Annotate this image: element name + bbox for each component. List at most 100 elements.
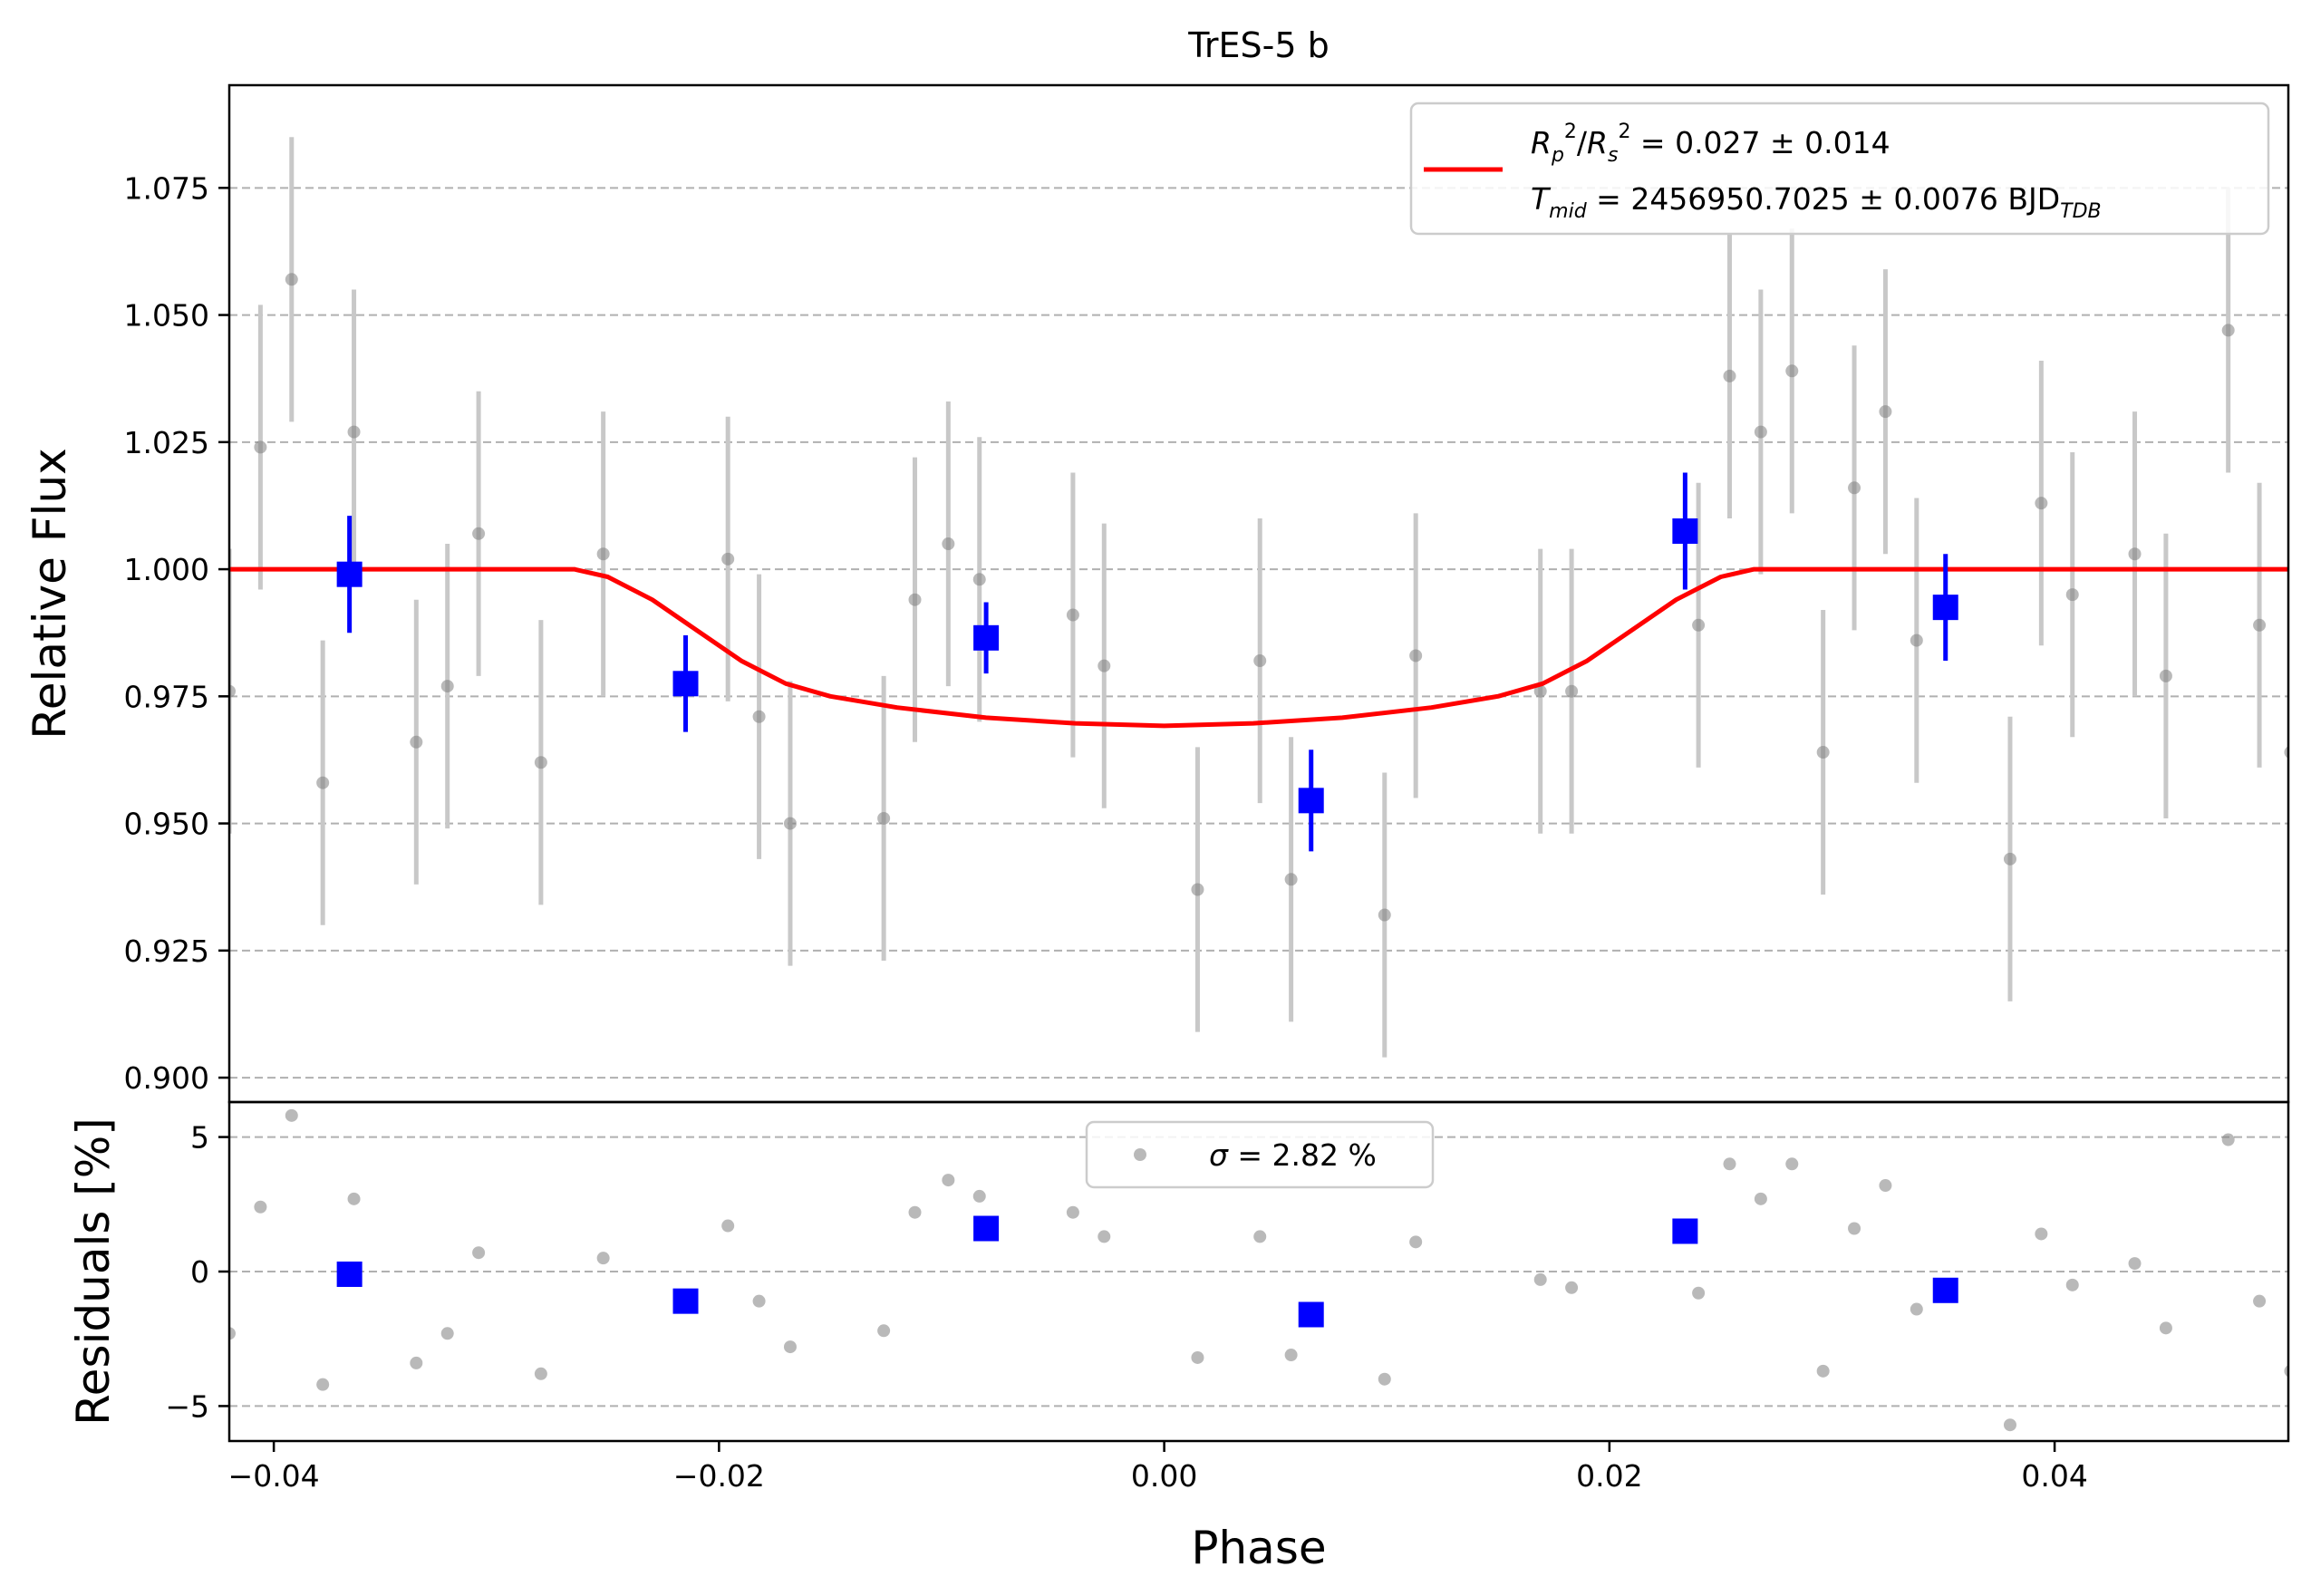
flux-binned-point	[672, 671, 699, 697]
flux-raw-point	[908, 593, 922, 606]
flux-raw-point	[1284, 873, 1298, 886]
flux-raw-point	[440, 680, 454, 693]
flux-raw-point	[254, 440, 267, 454]
sigma-legend: σ = 2.82 %	[1085, 1120, 1435, 1189]
sigma-legend-marker	[1134, 1148, 1146, 1161]
residual-raw-point	[2128, 1257, 2142, 1271]
flux-binned-point	[1932, 595, 1958, 621]
residual-raw-point	[596, 1252, 610, 1265]
residual-raw-point	[1066, 1205, 1079, 1219]
flux-raw-point	[1097, 659, 1111, 672]
flux-raw-point	[410, 735, 423, 749]
residual-raw-point	[972, 1189, 986, 1203]
residual-raw-point	[1533, 1272, 1547, 1286]
flux-raw-point	[2035, 497, 2048, 510]
flux-raw-point	[1253, 654, 1267, 668]
phase-x-tick-label: −0.02	[673, 1458, 765, 1494]
residual-raw-point	[347, 1192, 361, 1205]
residual-raw-point	[410, 1356, 423, 1369]
flux-y-tick-label: 0.950	[124, 807, 209, 842]
residual-raw-point	[1191, 1350, 1204, 1364]
residual-raw-point	[1754, 1192, 1767, 1205]
flux-raw-points	[229, 137, 2288, 1058]
residuals-y-ticks: −5 0 5	[165, 1120, 229, 1424]
flux-panel: 0.900 0.925 0.950 0.975 1.000 1.025 1.050 1.075…	[24, 83, 2290, 1104]
flux-binned-point	[1672, 517, 1698, 544]
flux-y-axis-label: Relative Flux	[24, 448, 76, 739]
residual-raw-point	[2253, 1294, 2267, 1308]
transit-model-line	[229, 566, 2288, 729]
flux-raw-point	[472, 527, 486, 540]
residual-raw-point	[1409, 1235, 1423, 1249]
residual-raw-point	[2065, 1278, 2079, 1291]
residual-raw-point	[1816, 1364, 1830, 1378]
flux-raw-point	[1409, 649, 1423, 663]
phase-x-axis-label: Phase	[1191, 1522, 1326, 1574]
residual-raw-point	[1378, 1372, 1391, 1386]
residual-raw-point	[440, 1327, 454, 1340]
flux-raw-point	[1754, 425, 1767, 439]
residual-binned-point	[1298, 1301, 1324, 1328]
flux-raw-point	[1910, 634, 1923, 647]
residual-binned-point	[1932, 1277, 1958, 1303]
residual-raw-point	[1284, 1349, 1298, 1362]
flux-raw-point	[347, 425, 361, 439]
residual-raw-point	[1253, 1230, 1267, 1243]
legend-tmid-text: Tmid = 2456950.7025 ± 0.0076 BJDTDB	[1531, 181, 2102, 223]
residual-raw-point	[752, 1294, 766, 1308]
flux-raw-point	[229, 684, 236, 698]
residuals-panel: −5 0 5 Residuals [%] σ = 2.82 %	[67, 1100, 2290, 1443]
residual-raw-point	[877, 1324, 891, 1338]
flux-raw-point	[2253, 618, 2267, 632]
flux-raw-point	[1191, 883, 1204, 896]
residual-binned-point	[973, 1215, 1000, 1242]
residuals-y-tick-label: 5	[190, 1120, 209, 1156]
chart-title: TrES-5 b	[1187, 25, 1329, 65]
flux-raw-point	[721, 552, 735, 566]
residuals-y-tick-label: 0	[190, 1254, 209, 1290]
phase-x-tick-label: 0.00	[1131, 1458, 1197, 1494]
flux-raw-point	[1785, 364, 1799, 378]
flux-raw-point	[285, 273, 298, 286]
flux-raw-point	[1879, 405, 1892, 419]
phase-x-tick-label: 0.04	[2021, 1458, 2087, 1494]
residual-raw-point	[1879, 1179, 1892, 1193]
sigma-legend-text: σ = 2.82 %	[1209, 1137, 1377, 1173]
flux-raw-point	[534, 756, 547, 769]
flux-raw-point	[1066, 608, 1079, 622]
flux-raw-point	[783, 817, 797, 830]
flux-y-ticks: 0.900 0.925 0.950 0.975 1.000 1.025 1.050 1.075	[124, 170, 229, 1096]
residual-raw-point	[2221, 1133, 2235, 1146]
flux-raw-point	[752, 710, 766, 723]
model-legend: Rp2/Rs2 = 0.027 ± 0.014 Tmid = 2456950.7…	[1409, 102, 2270, 236]
flux-raw-point	[316, 776, 330, 789]
residual-raw-point	[229, 1327, 236, 1340]
residual-raw-point	[908, 1205, 922, 1219]
flux-raw-point	[1692, 618, 1706, 632]
flux-y-tick-label: 1.000	[124, 552, 209, 587]
residual-raw-point	[721, 1219, 735, 1233]
flux-raw-point	[1533, 684, 1547, 698]
flux-y-tick-label: 1.075	[124, 170, 209, 206]
flux-y-tick-label: 0.975	[124, 679, 209, 714]
flux-raw-point	[2221, 324, 2235, 337]
residuals-y-tick-label: −5	[165, 1388, 209, 1424]
flux-raw-point	[942, 537, 955, 551]
flux-raw-point	[1723, 369, 1736, 382]
flux-binned-point	[336, 561, 363, 587]
residual-raw-point	[1565, 1281, 1579, 1294]
residual-raw-point	[2003, 1418, 2016, 1432]
residual-raw-point	[1723, 1157, 1736, 1171]
flux-raw-point	[1378, 908, 1391, 922]
residual-raw-point	[472, 1246, 486, 1260]
flux-y-tick-label: 0.900	[124, 1060, 209, 1096]
residual-raw-point	[1692, 1286, 1706, 1300]
flux-raw-point	[596, 547, 610, 561]
residual-binned-point	[672, 1288, 699, 1314]
residual-raw-point	[2159, 1321, 2172, 1335]
flux-raw-point	[2128, 547, 2142, 561]
flux-binned-points	[336, 472, 1958, 852]
flux-raw-point	[1565, 684, 1579, 698]
flux-raw-point	[877, 811, 891, 825]
